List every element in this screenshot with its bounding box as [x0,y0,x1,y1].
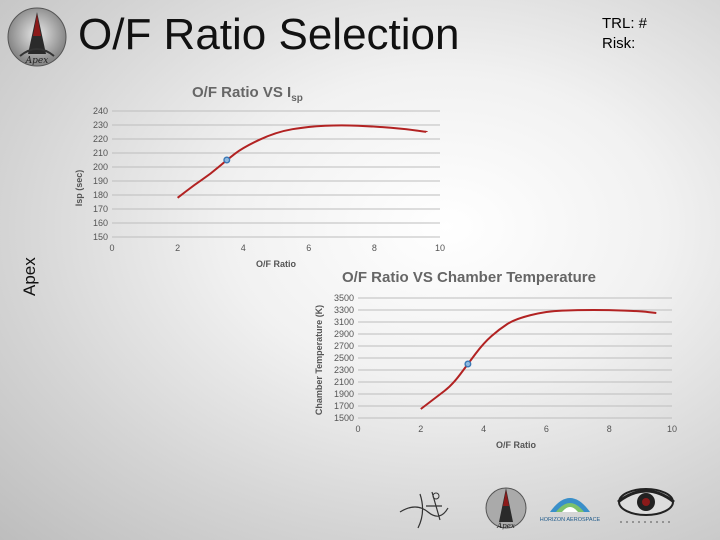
temperature-chart-x-ticks: 0 2 4 6 8 10 [355,424,677,434]
y-tick-label: 2100 [334,377,354,387]
y-tick-label: 210 [93,148,108,158]
isp-chart-grid [112,110,440,238]
x-tick-label: 8 [372,243,377,253]
side-label: Apex [20,257,39,296]
x-tick-label: 4 [481,424,486,434]
isp-chart: O/F Ratio VS Isp 15016017018019020021022… [74,84,445,269]
eye-logo [617,488,675,523]
apex-logo-text: Apex [25,56,49,66]
y-tick-label: 2700 [334,341,354,351]
svg-text:HORIZON AEROSPACE: HORIZON AEROSPACE [540,517,601,523]
isp-chart-y-label: Isp (sec) [74,170,84,207]
x-tick-label: 2 [418,424,423,434]
y-tick-label: 1500 [334,413,354,423]
y-tick-label: 2300 [334,365,354,375]
y-tick-label: 2500 [334,353,354,363]
temperature-chart-title: O/F Ratio VS Chamber Temperature [342,269,596,286]
isp-chart-y-ticks: 150 160 170 180 190 200 210 220 230 240 [93,106,108,242]
y-tick-label: 1700 [334,401,354,411]
y-tick-label: 150 [93,232,108,242]
temperature-chart-y-ticks: 1500 1700 1900 2100 2300 2500 2700 2900 3100 3300… [334,293,354,423]
horizon-aerospace-logo: HORIZON AEROSPACE [540,498,601,523]
y-tick-label: 180 [93,190,108,200]
temperature-chart-y-label: Chamber Temperature (K) [314,305,324,415]
temperature-chart: O/F Ratio VS Chamber Temperature 1500 170… [314,269,677,450]
y-tick-label: 160 [93,218,108,228]
x-tick-label: 0 [109,243,114,253]
selected-point [464,360,472,368]
apex-logo: Apex [7,7,67,67]
x-tick-label: 4 [241,243,246,253]
risk-label: Risk: [602,35,636,52]
isp-chart-x-label: O/F Ratio [256,259,297,269]
y-tick-label: 3300 [334,305,354,315]
temperature-chart-x-label: O/F Ratio [496,440,537,450]
temperature-chart-grid [358,297,672,419]
isp-chart-title: O/F Ratio VS Isp [192,84,303,104]
series-line [176,124,428,199]
y-tick-label: 200 [93,162,108,172]
x-tick-label: 8 [607,424,612,434]
x-tick-label: 6 [306,243,311,253]
y-tick-label: 240 [93,106,108,116]
x-tick-label: 10 [435,243,445,253]
isp-chart-x-ticks: 0 2 4 6 8 10 [109,243,445,253]
x-tick-label: 0 [355,424,360,434]
y-tick-label: 230 [93,120,108,130]
y-tick-label: 170 [93,204,108,214]
y-tick-label: 3500 [334,293,354,303]
y-tick-label: 2900 [334,329,354,339]
temperature-chart-series [420,308,657,410]
signature-logo [399,491,449,529]
page-title: O/F Ratio Selection [78,10,460,59]
y-tick-label: 190 [93,176,108,186]
trl-risk-block: TRL: # Risk: [602,14,647,54]
y-tick-label: 220 [93,134,108,144]
y-tick-label: 1900 [334,389,354,399]
sponsor-logos: Apex HORIZON AEROSPACE [399,487,675,530]
series-line [420,308,657,410]
selected-point [223,156,231,164]
y-tick-label: 3100 [334,317,354,327]
x-tick-label: 6 [544,424,549,434]
svg-text:Apex: Apex [496,522,515,530]
apex-logo-small: Apex [485,487,527,530]
trl-label: TRL: # [602,15,648,32]
isp-chart-series [176,124,428,199]
x-tick-label: 2 [175,243,180,253]
x-tick-label: 10 [667,424,677,434]
